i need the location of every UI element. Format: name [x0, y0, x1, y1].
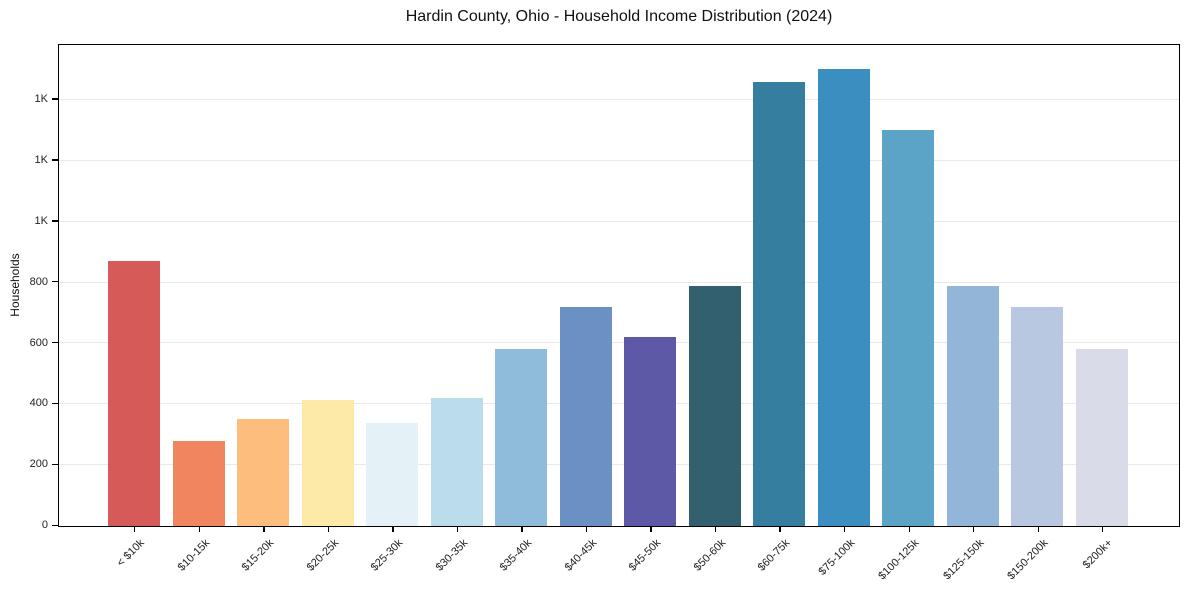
x-tick-mark: [973, 527, 975, 532]
bar-$150-200k: [1011, 306, 1064, 526]
y-tick-label: 600: [29, 336, 48, 349]
x-tick-mark: [650, 527, 652, 532]
bar-$20-25k: [301, 399, 354, 526]
bar-$45-50k: [624, 337, 677, 526]
gridline: [59, 464, 1179, 466]
y-tick-mark: [52, 402, 58, 405]
y-tick-mark: [52, 280, 58, 283]
bar-$15-20k: [237, 419, 290, 526]
bar-$10-15k: [172, 440, 225, 526]
bar-$60-75k: [753, 81, 806, 526]
y-tick-mark: [52, 159, 58, 161]
y-tick-label: 1K: [34, 153, 48, 166]
y-tick-label: 0: [41, 519, 48, 532]
x-tick-mark: [908, 527, 910, 532]
x-tick-mark: [327, 527, 330, 532]
x-tick-mark: [521, 527, 523, 532]
y-tick-label: 400: [29, 397, 48, 410]
y-tick-label: 800: [29, 275, 48, 288]
bar-$200k+: [1076, 349, 1128, 526]
x-tick-mark: [263, 527, 265, 532]
x-tick-mark: [843, 527, 846, 532]
gridline: [59, 159, 1179, 161]
y-tick-mark: [52, 463, 58, 465]
x-tick-mark: [585, 527, 588, 532]
bar-$75-100k: [817, 69, 870, 526]
bar-$100-125k: [882, 130, 935, 526]
y-tick-mark: [52, 98, 58, 100]
bar-$30-35k: [430, 398, 483, 526]
x-tick-mark: [1037, 527, 1039, 532]
y-tick-label: 1K: [34, 93, 48, 106]
bar-< $10k: [108, 261, 160, 526]
x-tick-mark: [392, 527, 394, 532]
bar-$125-150k: [946, 285, 999, 526]
gridline: [59, 281, 1179, 283]
bar-$40-45k: [559, 306, 612, 526]
plot-area: [58, 44, 1180, 527]
chart-title: Hardin County, Ohio - Household Income D…: [405, 8, 833, 25]
x-tick-mark: [779, 527, 781, 532]
y-tick-mark: [52, 524, 58, 526]
x-tick-mark: [134, 527, 136, 532]
y-tick-mark: [52, 220, 58, 222]
x-tick-mark: [1102, 527, 1104, 532]
gridline: [59, 342, 1179, 344]
gridline: [59, 403, 1179, 405]
x-tick-mark: [714, 527, 717, 532]
bar-$50-60k: [688, 285, 741, 526]
y-tick-label: 1K: [34, 214, 48, 227]
x-tick-mark: [456, 527, 459, 532]
bar-$25-30k: [366, 422, 419, 526]
bar-$35-40k: [495, 349, 548, 526]
gridline: [59, 98, 1179, 100]
gridline: [59, 220, 1179, 222]
y-tick-label: 200: [29, 458, 48, 471]
y-tick-mark: [52, 341, 58, 344]
x-tick-mark: [198, 527, 201, 532]
